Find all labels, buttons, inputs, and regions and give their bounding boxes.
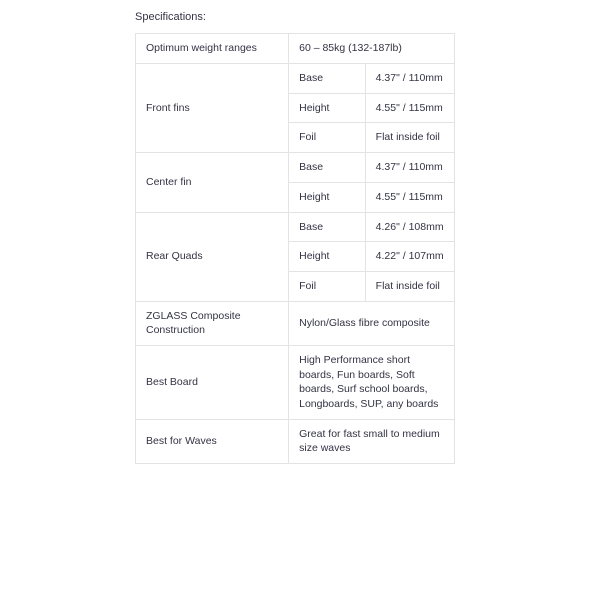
spec-sub-key: Base <box>289 212 366 242</box>
table-row: Best Board High Performance short boards… <box>136 345 455 419</box>
spec-label: Best for Waves <box>136 419 289 463</box>
spec-sub-val: Flat inside foil <box>365 123 454 153</box>
spec-value: 60 – 85kg (132-187lb) <box>289 34 455 64</box>
spec-value: Nylon/Glass fibre composite <box>289 301 455 345</box>
spec-sub-key: Foil <box>289 123 366 153</box>
spec-sub-val: 4.37" / 110mm <box>365 153 454 183</box>
spec-sub-val: 4.26" / 108mm <box>365 212 454 242</box>
specifications-title: Specifications: <box>135 10 570 25</box>
spec-value: High Performance short boards, Fun board… <box>289 345 455 419</box>
spec-sub-val: 4.37" / 110mm <box>365 64 454 94</box>
specifications-table: Optimum weight ranges 60 – 85kg (132-187… <box>135 33 455 464</box>
spec-sub-val: 4.55" / 115mm <box>365 93 454 123</box>
spec-sub-val: 4.55" / 115mm <box>365 182 454 212</box>
spec-label: ZGLASS Composite Construction <box>136 301 289 345</box>
spec-label: Center fin <box>136 153 289 212</box>
spec-sub-key: Height <box>289 93 366 123</box>
spec-label: Optimum weight ranges <box>136 34 289 64</box>
table-row: Center fin Base 4.37" / 110mm <box>136 153 455 183</box>
spec-sub-key: Foil <box>289 271 366 301</box>
spec-value: Great for fast small to medium size wave… <box>289 419 455 463</box>
spec-sub-key: Base <box>289 64 366 94</box>
table-row: ZGLASS Composite Construction Nylon/Glas… <box>136 301 455 345</box>
spec-sub-key: Base <box>289 153 366 183</box>
spec-sub-val: Flat inside foil <box>365 271 454 301</box>
table-row: Optimum weight ranges 60 – 85kg (132-187… <box>136 34 455 64</box>
table-row: Rear Quads Base 4.26" / 108mm <box>136 212 455 242</box>
spec-label: Best Board <box>136 345 289 419</box>
table-row: Best for Waves Great for fast small to m… <box>136 419 455 463</box>
spec-sub-key: Height <box>289 182 366 212</box>
spec-label: Front fins <box>136 64 289 153</box>
table-row: Front fins Base 4.37" / 110mm <box>136 64 455 94</box>
spec-sub-val: 4.22" / 107mm <box>365 242 454 272</box>
spec-label: Rear Quads <box>136 212 289 301</box>
spec-sub-key: Height <box>289 242 366 272</box>
